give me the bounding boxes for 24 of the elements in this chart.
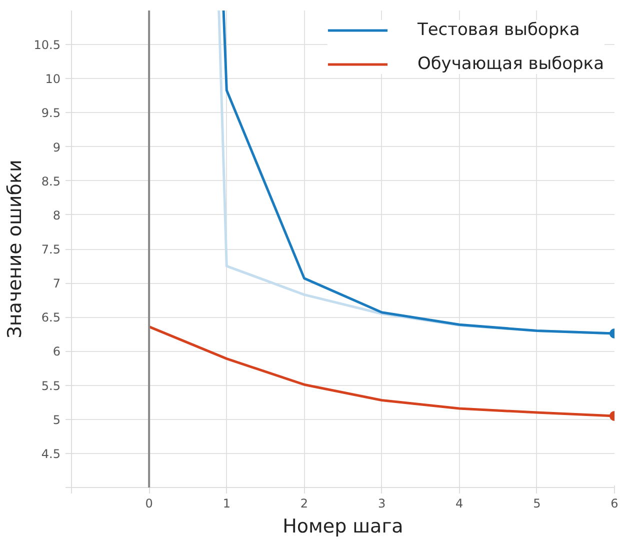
y-tick-label: 7 <box>52 276 61 291</box>
y-tick-label: 5.5 <box>41 378 61 393</box>
x-tick-label: 5 <box>533 496 541 510</box>
y-tick-label: 10 <box>45 72 61 86</box>
x-axis-title: Номер шага <box>282 516 404 538</box>
x-tick-label: 6 <box>610 496 618 510</box>
x-tick-label: 3 <box>378 496 386 510</box>
y-tick-label: 9.5 <box>41 106 61 120</box>
y-tick-label: 5 <box>52 412 61 427</box>
y-tick-label: 10.5 <box>34 38 60 52</box>
x-tick-label: 2 <box>300 496 308 510</box>
y-tick-label: 4.5 <box>41 446 61 461</box>
y-axis-title: Значение ошибки <box>4 160 26 338</box>
y-tick-label: 8 <box>52 208 61 222</box>
y-tick-label: 6 <box>52 344 61 359</box>
legend-label: Обучающая выборка <box>417 54 604 74</box>
y-tick-label: 7.5 <box>41 242 61 256</box>
x-tick-label: 1 <box>222 496 230 510</box>
y-tick-label: 9 <box>52 140 61 154</box>
x-tick-label: 4 <box>456 496 464 510</box>
y-tick-label: 6.5 <box>41 310 61 325</box>
legend-label: Тестовая выборка <box>417 20 580 40</box>
x-tick-label: 0 <box>145 496 153 510</box>
y-tick-label: 8.5 <box>41 174 61 188</box>
